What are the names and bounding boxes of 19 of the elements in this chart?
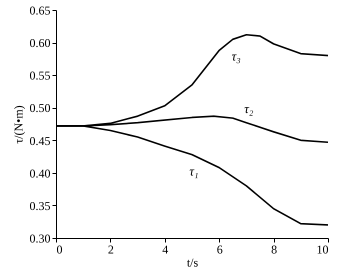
series-label: τ₁ <box>189 164 199 179</box>
x-axis-title: t/s <box>186 256 198 270</box>
y-tick-label: 0.50 <box>30 101 50 116</box>
y-tick-label: 0.30 <box>30 232 50 246</box>
y-tick-label: 0.40 <box>30 166 50 180</box>
x-tick-label: 4 <box>162 242 168 256</box>
y-tick-label: 0.35 <box>30 198 50 213</box>
series-label: τ₂ <box>244 101 254 116</box>
y-tick-label: 0.65 <box>30 4 50 18</box>
y-tick-label: 0.60 <box>30 36 50 50</box>
x-tick-label: 6 <box>216 242 223 256</box>
x-tick-label: 0 <box>56 242 62 256</box>
y-axis-title: τ/(N•m) <box>12 105 26 144</box>
y-tick-label: 0.55 <box>30 68 50 83</box>
y-tick-label: 0.45 <box>30 134 50 148</box>
x-tick-label: 10 <box>316 242 328 256</box>
x-tick-label: 2 <box>108 242 114 256</box>
series-label: τ₃ <box>232 48 241 64</box>
x-tick-label: 8 <box>271 242 278 256</box>
